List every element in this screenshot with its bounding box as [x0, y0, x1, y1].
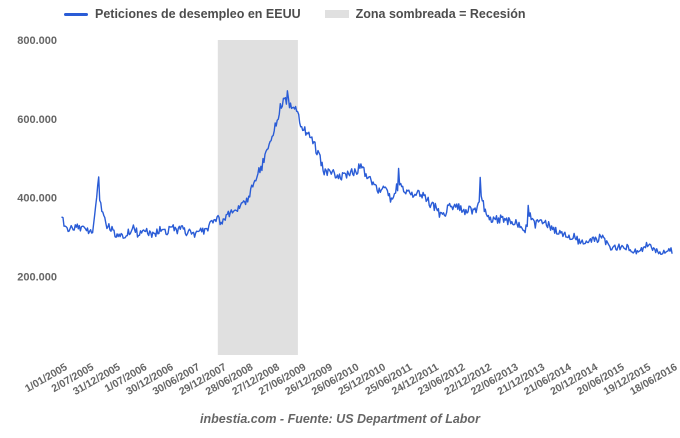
y-axis-label: 400.000: [17, 193, 57, 205]
recession-shaded-zone: [217, 40, 298, 355]
y-axis-label: 600.000: [17, 114, 57, 126]
series-line-swatch: [64, 12, 88, 16]
recession-band-swatch: [324, 10, 349, 18]
legend-label-recession: Zona sombreada = Recesión: [355, 7, 526, 21]
legend: Peticiones de desempleo en EEUU Zona som…: [64, 7, 525, 21]
source-credit: inbestia.com - Fuente: US Department of …: [200, 412, 480, 426]
claims-line-series[interactable]: [61, 90, 673, 255]
y-axis-label: 200.000: [17, 271, 57, 283]
legend-item-recession[interactable]: Zona sombreada = Recesión: [324, 7, 526, 21]
legend-item-series[interactable]: Peticiones de desempleo en EEUU: [64, 7, 301, 21]
y-axis-label: 800.000: [17, 35, 57, 47]
legend-label-series: Peticiones de desempleo en EEUU: [95, 7, 301, 21]
